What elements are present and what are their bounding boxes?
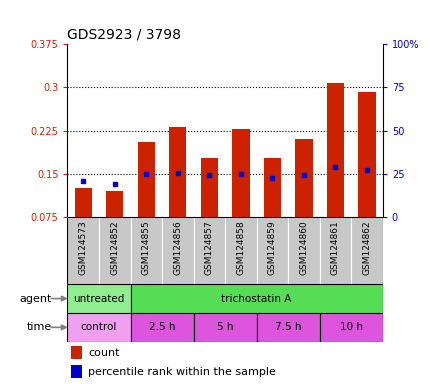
Bar <box>161 217 193 284</box>
Bar <box>326 83 343 217</box>
Bar <box>200 158 217 217</box>
Bar <box>358 92 375 217</box>
Bar <box>256 313 319 342</box>
Text: 10 h: 10 h <box>339 322 362 333</box>
Text: trichostatin A: trichostatin A <box>221 293 291 304</box>
Text: percentile rank within the sample: percentile rank within the sample <box>88 367 275 377</box>
Bar <box>74 188 92 217</box>
Bar <box>67 313 130 342</box>
Text: 7.5 h: 7.5 h <box>274 322 301 333</box>
Text: GSM124852: GSM124852 <box>110 220 119 275</box>
Text: count: count <box>88 348 119 358</box>
Bar <box>130 313 193 342</box>
Bar <box>256 217 288 284</box>
Bar <box>106 191 123 217</box>
Bar <box>351 217 382 284</box>
Bar <box>319 313 382 342</box>
Bar <box>130 284 382 313</box>
Text: GSM124861: GSM124861 <box>330 220 339 275</box>
Bar <box>288 217 319 284</box>
Text: GSM124573: GSM124573 <box>79 220 88 275</box>
Text: GSM124857: GSM124857 <box>204 220 214 275</box>
Text: GSM124862: GSM124862 <box>362 220 371 275</box>
Text: untreated: untreated <box>73 293 125 304</box>
Text: 5 h: 5 h <box>217 322 233 333</box>
Bar <box>99 217 130 284</box>
Text: time: time <box>26 322 52 333</box>
Bar <box>130 217 162 284</box>
Bar <box>193 313 256 342</box>
Text: GDS2923 / 3798: GDS2923 / 3798 <box>67 28 181 41</box>
Text: GSM124859: GSM124859 <box>267 220 276 275</box>
Text: 2.5 h: 2.5 h <box>148 322 175 333</box>
Bar <box>193 217 225 284</box>
Bar <box>70 346 82 359</box>
Text: agent: agent <box>19 293 52 304</box>
Bar <box>319 217 351 284</box>
Text: GSM124855: GSM124855 <box>141 220 151 275</box>
Text: GSM124858: GSM124858 <box>236 220 245 275</box>
Bar <box>169 126 186 217</box>
Text: GSM124860: GSM124860 <box>299 220 308 275</box>
Bar <box>295 139 312 217</box>
Bar <box>70 365 82 378</box>
Text: control: control <box>81 322 117 333</box>
Bar <box>263 158 280 217</box>
Bar <box>67 284 130 313</box>
Bar <box>232 129 249 217</box>
Bar <box>225 217 256 284</box>
Bar <box>67 217 99 284</box>
Bar <box>137 142 155 217</box>
Text: GSM124856: GSM124856 <box>173 220 182 275</box>
